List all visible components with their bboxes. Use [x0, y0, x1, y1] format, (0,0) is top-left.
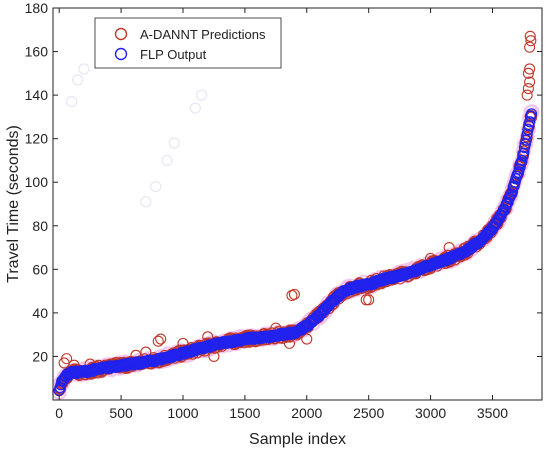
x-tick-label: 3500: [477, 405, 508, 421]
a-dannt-outlier-point: [61, 353, 73, 365]
a-dannt-outlier-point: [363, 294, 375, 306]
series-flp-output: [53, 108, 538, 397]
x-tick-label: 500: [109, 405, 133, 421]
a-dannt-outlier-point: [522, 67, 534, 79]
a-dannt-outlier-point: [524, 30, 536, 42]
x-tick-label: 1000: [167, 405, 198, 421]
a-dannt-outlier-point: [524, 76, 536, 88]
plot-frame: [52, 7, 543, 401]
a-dannt-outlier-point: [360, 294, 372, 306]
faint-marker: [140, 196, 152, 208]
y-axis-label: Travel Time (seconds): [5, 125, 22, 283]
flp-point: [520, 134, 532, 146]
a-dannt-outlier-point: [288, 288, 300, 300]
x-tick-label: 3000: [415, 405, 446, 421]
legend: A-DANNT Predictions FLP Output: [94, 17, 282, 69]
x-tick-label: 1500: [229, 405, 260, 421]
y-tick-label: 60: [32, 261, 48, 277]
faint-marker: [78, 63, 90, 75]
flp-point: [522, 124, 534, 136]
flp-point: [524, 116, 536, 128]
a-dannt-outlier-point: [524, 41, 536, 53]
y-tick-label: 20: [32, 348, 48, 364]
y-tick-label: 140: [25, 87, 49, 103]
faint-marker: [72, 74, 84, 86]
y-axis-ticks: 20 40 60 80 100 120 140 160 180: [25, 0, 542, 364]
y-tick-label: 160: [25, 44, 49, 60]
y-tick-label: 40: [32, 305, 48, 321]
legend-box: [94, 17, 282, 69]
legend-marker-a-dannt: [114, 27, 128, 41]
x-axis-ticks: 0 500 1000 1500 2000 2500 3000 3500: [55, 8, 508, 421]
faint-marker: [65, 96, 78, 108]
x-tick-label: 2000: [291, 405, 322, 421]
y-tick-label: 180: [25, 0, 49, 16]
faint-marker-trail: [65, 63, 208, 208]
legend-marker-flp: [114, 47, 128, 61]
faint-marker: [189, 102, 201, 114]
a-dannt-outlier-point: [522, 83, 534, 95]
faint-marker: [195, 89, 208, 101]
a-dannt-outlier-point: [521, 89, 533, 101]
a-dannt-outlier-point: [208, 350, 220, 362]
a-dannt-outlier-point: [301, 333, 313, 345]
flp-point: [507, 181, 519, 193]
legend-label-a-dannt: A-DANNT Predictions: [140, 27, 266, 42]
y-tick-label: 120: [25, 131, 49, 147]
a-dannt-outlier-point: [525, 35, 537, 47]
x-tick-label: 0: [55, 405, 63, 421]
y-tick-label: 100: [25, 174, 49, 190]
faint-marker: [168, 137, 180, 149]
flp-point: [521, 128, 533, 140]
y-tick-label: 80: [32, 218, 48, 234]
faint-marker: [161, 154, 173, 167]
legend-label-flp: FLP Output: [140, 47, 207, 62]
flp-point: [525, 108, 538, 120]
a-dannt-outlier-point: [152, 335, 164, 347]
x-tick-label: 2500: [353, 405, 384, 421]
faint-marker: [150, 180, 162, 193]
a-dannt-outlier-point: [524, 63, 536, 75]
x-axis-label: Sample index: [249, 431, 346, 448]
a-dannt-outlier-point: [155, 333, 167, 345]
flp-point: [516, 154, 528, 167]
